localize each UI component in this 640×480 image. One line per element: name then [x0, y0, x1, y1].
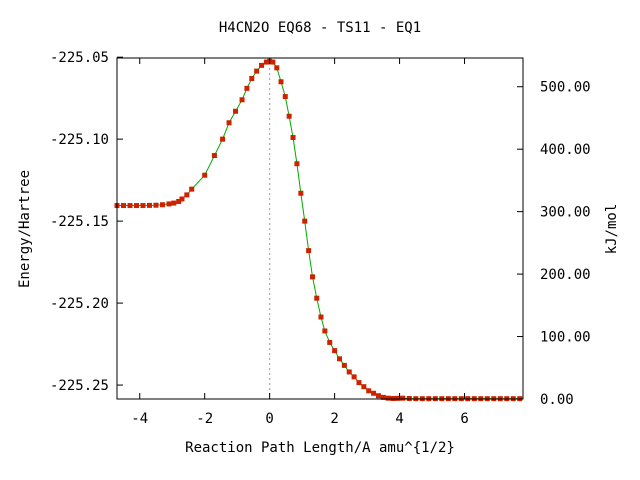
data-point — [211, 153, 217, 159]
data-point — [278, 79, 284, 85]
y2-tick-label: 200.00 — [540, 267, 591, 283]
data-point — [226, 120, 232, 126]
y2-axis-label: kJ/mol — [604, 204, 620, 255]
plot-area — [114, 58, 523, 402]
data-point — [166, 201, 172, 207]
data-point — [351, 374, 357, 380]
chart-title: H4CN2O EQ68 - TS11 - EQ1 — [219, 20, 421, 36]
y-tick-label: -225.05 — [50, 50, 109, 66]
data-point — [233, 108, 239, 114]
y-tick-label: -225.15 — [50, 214, 109, 230]
y2-tick-label: 400.00 — [540, 142, 591, 158]
data-point — [336, 356, 342, 362]
data-point — [314, 295, 320, 301]
data-point — [254, 68, 260, 74]
data-point — [184, 192, 190, 198]
y2-tick-label: 100.00 — [540, 330, 591, 346]
data-point — [327, 339, 333, 345]
data-point — [341, 362, 347, 368]
data-point — [146, 202, 152, 208]
axes: -4 -2 0 2 4 6 -225.25 -225.20 -225.15 -225.10 -225… — [50, 50, 591, 427]
data-point — [239, 97, 245, 103]
x-tick-label: -4 — [131, 411, 148, 427]
data-point — [375, 393, 381, 399]
y-tick-label: -225.20 — [50, 296, 109, 312]
data-point — [322, 328, 328, 334]
x-tick-label: 4 — [395, 411, 403, 427]
data-point — [127, 203, 133, 209]
data-point — [153, 202, 159, 208]
y-tick-label: -225.10 — [50, 132, 109, 148]
data-point — [244, 85, 250, 91]
data-point — [179, 196, 185, 202]
y2-tick-label: 300.00 — [540, 205, 591, 221]
data-point — [140, 203, 146, 209]
data-point — [249, 75, 255, 81]
y-tick-label: -225.25 — [50, 378, 109, 394]
data-point — [159, 202, 165, 208]
plot-frame — [116, 57, 524, 400]
data-point — [171, 200, 177, 206]
data-point — [259, 62, 265, 68]
data-point — [400, 395, 406, 401]
x-tick-label: 0 — [265, 411, 273, 427]
series-line — [117, 60, 520, 400]
data-point — [282, 94, 288, 100]
x-tick-label: 2 — [330, 411, 338, 427]
data-point — [302, 218, 308, 224]
data-point — [346, 369, 352, 375]
data-point — [121, 203, 126, 209]
data-point — [286, 113, 292, 119]
data-point — [274, 65, 280, 71]
data-point — [220, 136, 226, 142]
data-point — [395, 395, 401, 401]
data-point — [133, 203, 139, 209]
data-point — [356, 380, 362, 386]
data-point — [294, 161, 300, 167]
x-tick-label: -2 — [196, 411, 213, 427]
x-axis-label: Reaction Path Length/A amu^{1/2} — [185, 440, 455, 456]
data-point — [371, 390, 377, 396]
data-point — [385, 395, 391, 401]
y-axis-label: Energy/Hartree — [17, 170, 33, 288]
y2-tick-label: 0.00 — [540, 392, 574, 408]
data-point — [318, 314, 324, 320]
data-point — [332, 348, 338, 354]
data-point — [380, 394, 386, 400]
x-tick-label: 6 — [460, 411, 468, 427]
data-point — [298, 190, 304, 196]
data-point — [310, 274, 316, 280]
data-point — [202, 172, 208, 178]
data-point — [176, 198, 182, 204]
data-point — [263, 59, 269, 65]
y2-tick-label: 500.00 — [540, 80, 591, 96]
data-point — [270, 59, 276, 65]
data-point — [306, 248, 312, 254]
data-point — [361, 384, 367, 390]
data-point — [189, 186, 195, 192]
data-point — [290, 135, 296, 141]
data-point — [366, 388, 372, 394]
